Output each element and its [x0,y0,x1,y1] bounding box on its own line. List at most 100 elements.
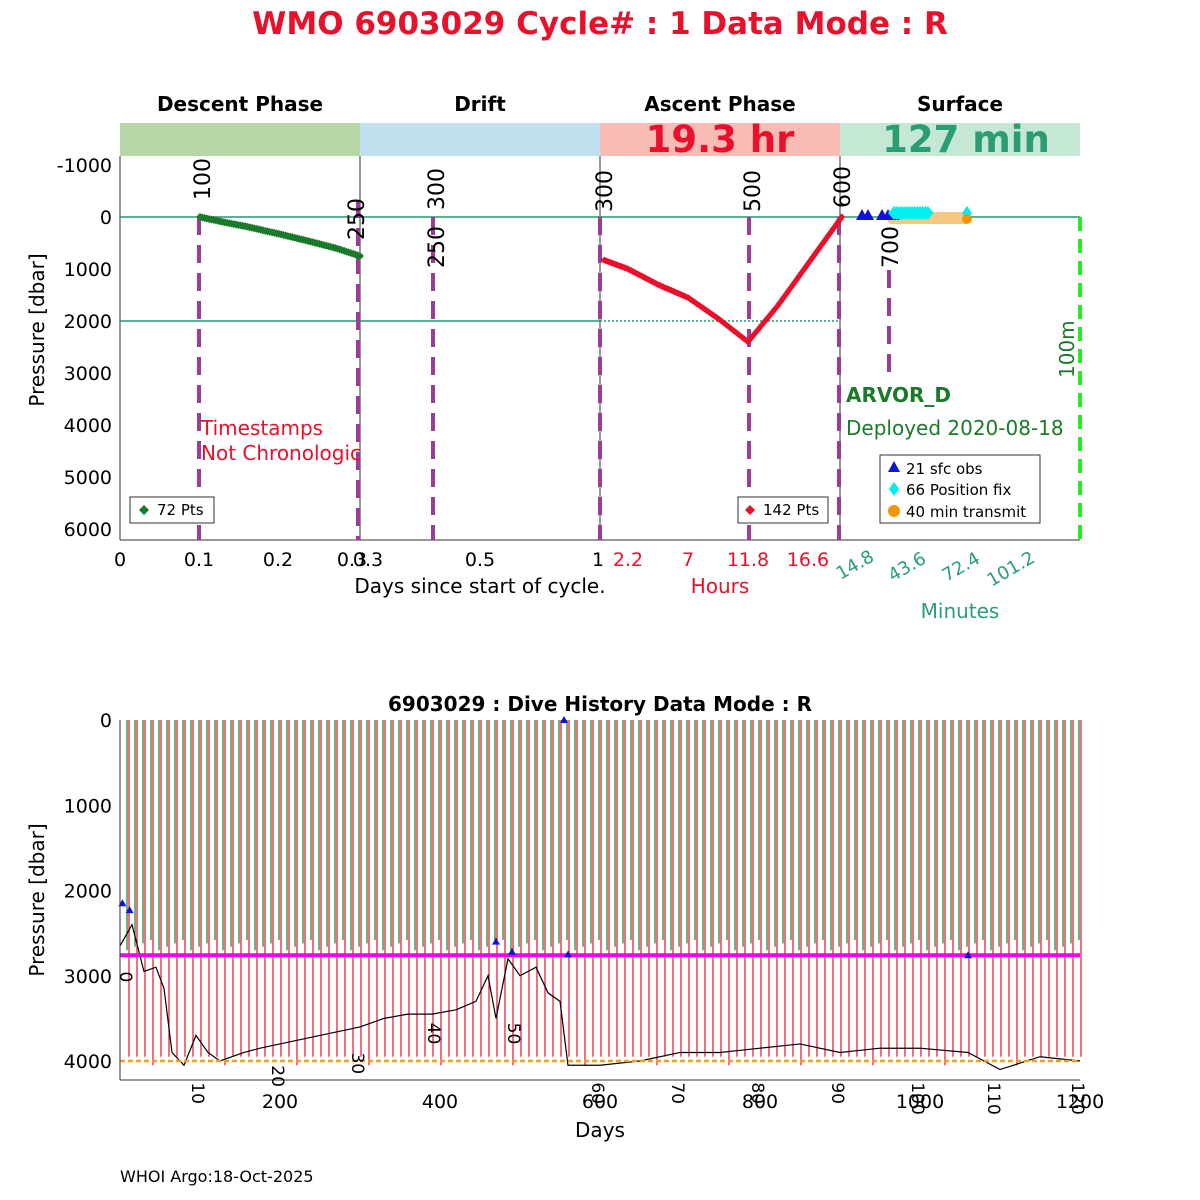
cycle-label: 40 [423,1023,443,1045]
x-tick-label: 400 [422,1091,458,1113]
dive-profiles [126,720,1082,1066]
x-tick-label: 0.5 [465,549,495,571]
bottom-x-ticks: 200 400 600 800 1000 1200 [262,1091,1104,1113]
cycle-label: 100 [907,1082,927,1114]
bottom-y-axis-label: Pressure [dbar] [25,823,49,976]
ascent-phase-band [600,123,840,156]
y-tick-label: -1000 [57,155,112,177]
bottom-depth-line [119,923,1081,1071]
x-tick-label: 0.3 [353,549,383,571]
ascent-duration: 19.3 hr [646,118,796,161]
y-tick-label: 3000 [64,363,112,385]
x-tick-label: 0 [114,549,126,571]
bottom-y-ticks: 0 1000 2000 3000 4000 [64,710,112,1073]
cycle-label: 70 [667,1082,687,1104]
drift-phase-band [360,123,600,156]
transmit-point [962,214,972,224]
position-fix-point [921,206,934,220]
y-tick-label: 5000 [64,467,112,489]
descent-phase-band [120,123,360,156]
x-tick-label: 1000 [896,1091,944,1113]
ascent-series [600,213,846,345]
marker-label-300b: 300 [593,170,618,212]
minutes-tick-label: 43.6 [885,548,930,586]
descent-point-count: 72 Pts [157,501,204,519]
y-tick-label: 1000 [64,259,112,281]
ascent-phase-title: Ascent Phase [644,92,795,116]
cycle-label: 30 [347,1052,367,1074]
marker-label-500: 500 [741,170,766,212]
dive-history-title: 6903029 : Dive History Data Mode : R [388,692,812,716]
start-marker [964,951,972,959]
cycle-label: 10 [187,1082,207,1104]
start-marker [125,906,134,914]
y-tick-label: 0 [100,710,112,732]
ascent-legend-marker [745,505,755,515]
cycle-label: 90 [827,1082,847,1104]
minutes-tick-label: 101.2 [984,547,1039,591]
surface-phase-title: Surface [917,92,1003,116]
minutes-tick-label: 72.4 [939,548,984,586]
start-marker [564,950,572,958]
days-axis-label: Days [575,1118,625,1142]
hours-tick-label: 7 [682,549,694,571]
start-markers [118,716,972,959]
legend-sfc-obs: 21 sfc obs [906,460,983,478]
top-y-axis-label: Pressure [dbar] [25,253,49,406]
surface-phase-band [840,123,1080,156]
y-tick-label: 3000 [64,966,112,988]
ascent-point-count: 142 Pts [763,501,819,519]
bottom-panel: 6903029 : Dive History Data Mode : R 0 1… [25,692,1104,1142]
marker-label-250a: 250 [345,198,370,240]
marker-label-100m: 100m [1055,320,1079,378]
surface-legend-box [879,454,1041,524]
days-axis-label: Days since start of cycle. [354,574,605,598]
descent-point [356,252,364,260]
cycle-labels: 0 10 20 30 40 50 60 70 80 90 100 110 120 [115,971,1087,1114]
ascent-point [807,255,815,263]
hours-tick-label: 16.6 [787,549,829,571]
deployment-date: Deployed 2020-08-18 [846,416,1064,440]
legend-transmit: 40 min transmit [906,503,1026,521]
y-tick-label: 4000 [64,415,112,437]
top-y-ticks: -1000 0 1000 2000 3000 4000 5000 6000 [57,155,112,541]
hours-tick-label: 2.2 [613,549,643,571]
cycle-label: 0 [115,971,135,982]
drift-phase-title: Drift [454,92,506,116]
x-tick-label: 200 [262,1091,298,1113]
top-panel: Descent Phase Drift Ascent Phase Surface… [25,92,1082,623]
cycle-label: 110 [983,1082,1003,1114]
marker-label-600: 600 [831,166,856,208]
x-tick-label: 0.3 [337,549,367,571]
circle-icon [888,505,900,517]
x-tick-label: 800 [742,1091,778,1113]
warning-line-2: Not Chronologic [201,441,361,465]
start-marker [508,947,516,955]
cycle-label: 60 [587,1082,607,1104]
hours-axis-label: Hours [691,574,750,598]
x-tick-label: 1200 [1056,1091,1104,1113]
descent-series [196,213,364,260]
hours-tick-label: 11.8 [727,549,769,571]
y-tick-label: 4000 [64,1051,112,1073]
marker-label-300a: 300 [425,168,450,210]
x-tick-label: 1 [592,549,604,571]
minutes-axis-label: Minutes [921,599,1000,623]
y-tick-label: 6000 [64,519,112,541]
marker-label-100: 100 [191,158,216,200]
pressure-markers [197,200,891,540]
start-marker [560,716,568,723]
marker-label-250b: 250 [425,226,450,268]
x-tick-label: 0.2 [263,549,293,571]
cycle-label: 120 [1067,1082,1087,1114]
footer-credit: WHOI Argo:18-Oct-2025 [120,1167,314,1186]
start-marker [492,937,500,945]
y-tick-label: 1000 [64,795,112,817]
x-tick-label: 0.1 [184,549,214,571]
cycle-label: 80 [747,1082,767,1104]
cycle-label: 20 [267,1065,287,1087]
triangle-icon [888,461,900,472]
cycle-label: 50 [503,1023,523,1045]
diamond-icon [889,482,899,496]
